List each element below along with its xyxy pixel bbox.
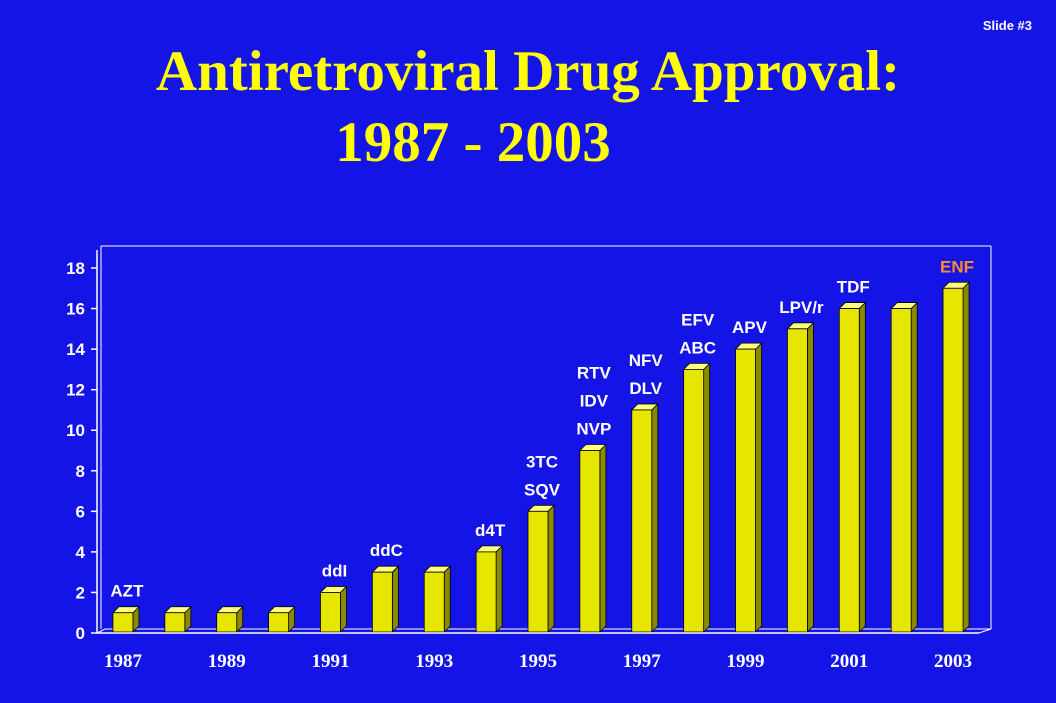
title-line-1: Antiretroviral Drug Approval: (155, 40, 901, 103)
x-tick-label: 2003 (934, 651, 972, 672)
data-label-d4t: d4T (475, 521, 506, 540)
y-tick-label: 0 (76, 624, 85, 643)
bar-2001 (838, 308, 860, 633)
bar-1988 (164, 612, 186, 633)
data-label-ddi: ddI (322, 561, 348, 580)
bar-1999 (735, 348, 756, 633)
slide-number: Slide #3 (982, 18, 1032, 33)
y-tick-label: 16 (66, 300, 85, 319)
data-label-enf: ENF (940, 257, 974, 276)
bar-1993 (423, 571, 445, 633)
data-label-lpvr: LPV/r (779, 298, 824, 317)
data-label-efv: EFV (681, 310, 715, 329)
y-tick-label: 10 (66, 421, 85, 440)
data-label-abc: ABC (679, 338, 716, 357)
bar-side-2000 (807, 321, 814, 633)
data-label-azt: AZT (110, 582, 144, 601)
bar-side-2001 (858, 301, 866, 633)
data-label-nvp: NVP (576, 420, 611, 439)
x-tick-label: 1999 (727, 651, 765, 672)
y-tick-label: 14 (66, 340, 85, 359)
x-tick-label: 1993 (415, 651, 453, 672)
bar-1995 (527, 510, 549, 633)
data-label-dlv: DLV (629, 379, 662, 398)
slide-title: Antiretroviral Drug Approval: 1987 - 200… (0, 36, 1056, 178)
data-label-sqv: SQV (524, 480, 561, 499)
data-label-tdf: TDF (837, 278, 870, 297)
bar-side-2002 (910, 301, 918, 633)
y-tick-label: 18 (66, 259, 85, 278)
y-tick-label: 4 (76, 543, 86, 562)
y-tick-label: 2 (76, 583, 85, 602)
bar-side-1998 (703, 362, 711, 633)
bar-side-2003 (962, 281, 970, 633)
bar-side-1996 (599, 443, 607, 633)
bar-side-1995 (547, 504, 555, 633)
y-tick-label: 8 (76, 462, 85, 481)
bar-1989 (216, 612, 238, 633)
bar-2003 (942, 287, 964, 633)
bar-1991 (320, 592, 341, 633)
data-label-3tc: 3TC (526, 452, 558, 471)
x-tick-label: 1997 (623, 651, 662, 672)
bar-1990 (268, 612, 289, 633)
y-tick-label: 12 (66, 381, 85, 400)
bar-side-1994 (495, 544, 503, 633)
x-tick-label: 1995 (519, 651, 557, 672)
data-label-rtv: RTV (577, 364, 612, 383)
bar-side-1993 (443, 565, 451, 633)
data-label-ddc: ddC (370, 541, 403, 560)
title-line-2: 1987 - 2003 (335, 111, 611, 174)
x-tick-label: 2001 (830, 651, 868, 672)
bar-1998 (683, 368, 705, 633)
data-label-nfv: NFV (629, 351, 664, 370)
bar-2002 (890, 308, 912, 633)
x-tick-label: 1987 (104, 651, 143, 672)
x-tick-label: 1991 (311, 651, 349, 672)
y-tick-label: 6 (76, 502, 85, 521)
bar-1996 (579, 450, 601, 633)
bar-1992 (371, 571, 393, 633)
data-label-idv: IDV (580, 392, 609, 411)
bar-1997 (631, 409, 653, 633)
data-label-apv: APV (732, 318, 768, 337)
bar-side-1997 (651, 402, 659, 633)
x-tick-label: 1989 (208, 651, 246, 672)
bar-side-1999 (755, 342, 762, 633)
bar-1987 (112, 612, 134, 633)
bar-1994 (475, 551, 497, 633)
bar-side-1992 (391, 565, 399, 633)
bar-2000 (787, 328, 808, 633)
bar-side-1991 (340, 585, 347, 633)
